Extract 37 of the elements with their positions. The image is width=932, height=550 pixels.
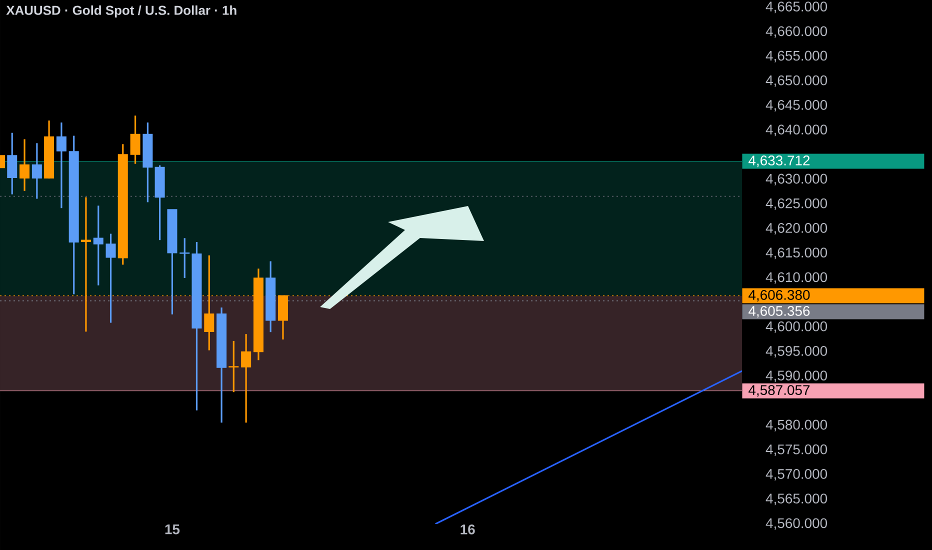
candlestick: [20, 138, 30, 192]
ref-line-label: 4,605.356: [748, 306, 810, 318]
x-tick-label: 15: [165, 524, 180, 534]
candlestick: [241, 333, 252, 424]
candlestick: [80, 196, 91, 332]
y-tick-label: 4,625.000: [766, 198, 828, 210]
candlestick: [180, 237, 190, 279]
candlestick: [228, 340, 239, 393]
x-tick-label: 16: [460, 524, 475, 534]
y-tick-label: 4,575.000: [766, 444, 828, 456]
chart-title: XAUUSD · Gold Spot / U.S. Dollar · 1h: [6, 5, 236, 18]
y-tick-label: 4,560.000: [766, 518, 828, 530]
candlestick: [106, 232, 116, 324]
y-tick-label: 4,630.000: [766, 174, 828, 186]
y-tick-label: 4,600.000: [766, 321, 828, 333]
ref-line-label: 4,587.057: [748, 385, 810, 397]
candlestick: [7, 132, 18, 196]
candlestick: [32, 142, 42, 200]
y-tick-label: 4,640.000: [766, 124, 828, 136]
y-tick-label: 4,645.000: [766, 100, 828, 112]
y-tick-label: 4,565.000: [766, 494, 828, 506]
y-tick-label: 4,620.000: [766, 223, 828, 235]
y-tick-label: 4,610.000: [766, 272, 828, 284]
y-tick-label: 4,570.000: [766, 469, 828, 481]
ref-line-label: 4,633.712: [748, 156, 810, 168]
candlestick: [130, 114, 140, 165]
y-tick-label: 4,655.000: [766, 50, 828, 62]
y-tick-label: 4,665.000: [766, 2, 828, 14]
y-tick-label: 4,615.000: [766, 248, 828, 260]
ref-line-label: 4,606.380: [748, 290, 810, 302]
y-tick-label: 4,650.000: [766, 75, 828, 87]
y-tick-label: 4,580.000: [766, 420, 828, 432]
y-tick-label: 4,660.000: [766, 26, 828, 38]
candlestick: [93, 204, 104, 286]
y-tick-label: 4,590.000: [766, 370, 828, 382]
candlestick: [56, 122, 66, 209]
y-tick-label: 4,595.000: [766, 346, 828, 358]
